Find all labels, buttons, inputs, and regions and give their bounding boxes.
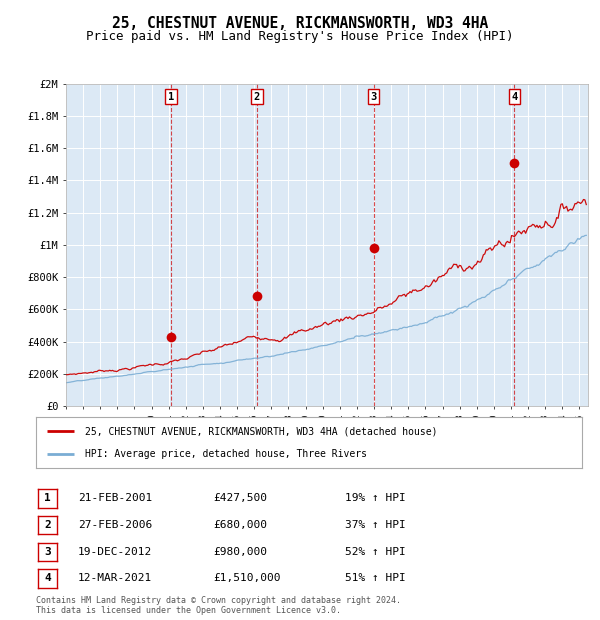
Text: Contains HM Land Registry data © Crown copyright and database right 2024.: Contains HM Land Registry data © Crown c…	[36, 596, 401, 604]
Text: 4: 4	[511, 92, 517, 102]
Text: 19% ↑ HPI: 19% ↑ HPI	[345, 494, 406, 503]
Text: 3: 3	[370, 92, 377, 102]
Text: 52% ↑ HPI: 52% ↑ HPI	[345, 547, 406, 557]
Text: £980,000: £980,000	[213, 547, 267, 557]
Text: £427,500: £427,500	[213, 494, 267, 503]
Text: 51% ↑ HPI: 51% ↑ HPI	[345, 574, 406, 583]
Text: 25, CHESTNUT AVENUE, RICKMANSWORTH, WD3 4HA (detached house): 25, CHESTNUT AVENUE, RICKMANSWORTH, WD3 …	[85, 427, 437, 436]
Text: 12-MAR-2021: 12-MAR-2021	[78, 574, 152, 583]
Text: 1: 1	[44, 494, 51, 503]
Text: 25, CHESTNUT AVENUE, RICKMANSWORTH, WD3 4HA: 25, CHESTNUT AVENUE, RICKMANSWORTH, WD3 …	[112, 16, 488, 31]
Text: 19-DEC-2012: 19-DEC-2012	[78, 547, 152, 557]
Text: £680,000: £680,000	[213, 520, 267, 530]
Text: 21-FEB-2001: 21-FEB-2001	[78, 494, 152, 503]
Text: 37% ↑ HPI: 37% ↑ HPI	[345, 520, 406, 530]
Text: £1,510,000: £1,510,000	[213, 574, 281, 583]
Text: 4: 4	[44, 574, 51, 583]
Text: 27-FEB-2006: 27-FEB-2006	[78, 520, 152, 530]
Text: 2: 2	[44, 520, 51, 530]
Text: Price paid vs. HM Land Registry's House Price Index (HPI): Price paid vs. HM Land Registry's House …	[86, 30, 514, 43]
Text: HPI: Average price, detached house, Three Rivers: HPI: Average price, detached house, Thre…	[85, 449, 367, 459]
Text: 1: 1	[168, 92, 174, 102]
Text: 2: 2	[254, 92, 260, 102]
Text: This data is licensed under the Open Government Licence v3.0.: This data is licensed under the Open Gov…	[36, 606, 341, 614]
Text: 3: 3	[44, 547, 51, 557]
